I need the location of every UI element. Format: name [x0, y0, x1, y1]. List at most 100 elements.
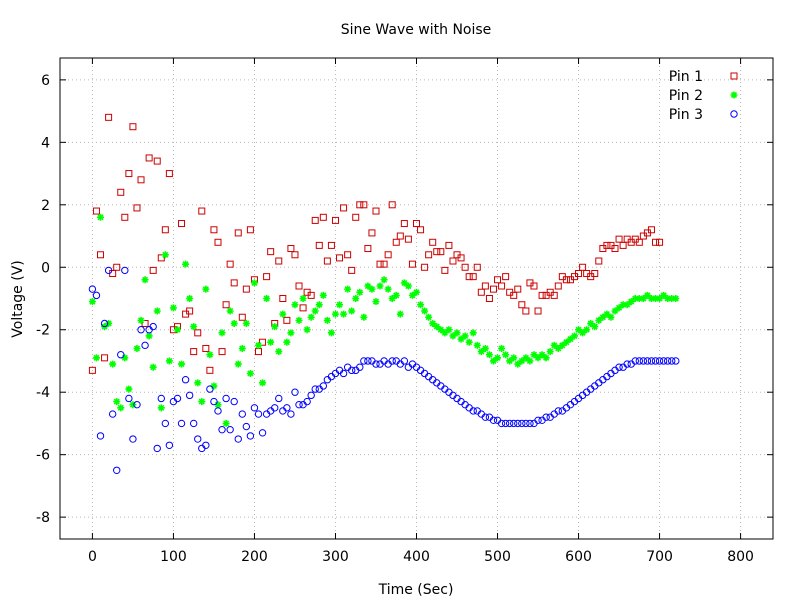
data-point — [327, 241, 335, 249]
data-point — [619, 241, 627, 249]
legend: Pin 1 Pin 2 Pin 3 — [669, 69, 738, 123]
x-tick-label: 200 — [241, 549, 268, 565]
data-point — [97, 213, 105, 221]
data-point — [494, 276, 502, 284]
data-point — [210, 226, 218, 234]
data-point — [388, 295, 396, 302]
data-point — [510, 419, 518, 428]
data-point — [413, 288, 420, 296]
data-point — [125, 385, 133, 393]
data-point — [242, 422, 251, 431]
data-point — [263, 295, 271, 302]
series-1 — [88, 113, 664, 374]
data-point — [109, 360, 117, 368]
data-point — [575, 326, 583, 334]
x-tick-label: 800 — [727, 549, 754, 565]
data-point — [311, 216, 319, 224]
data-point — [469, 273, 477, 281]
data-point — [202, 285, 210, 293]
data-point — [429, 238, 437, 246]
data-point — [550, 291, 558, 299]
x-axis-label: Time (Sec) — [378, 582, 454, 598]
data-point — [153, 444, 161, 453]
data-point — [234, 360, 242, 368]
data-point — [331, 216, 339, 224]
data-point — [287, 245, 295, 253]
data-point — [595, 257, 603, 265]
data-point — [299, 295, 307, 302]
data-point — [173, 326, 181, 334]
data-point — [315, 241, 323, 249]
data-point — [437, 326, 445, 334]
data-point — [433, 323, 441, 331]
data-point — [461, 332, 469, 340]
data-point — [489, 285, 497, 293]
data-point — [331, 310, 339, 318]
data-point — [250, 279, 258, 287]
data-point — [473, 263, 481, 271]
data-point — [275, 394, 283, 403]
data-point — [510, 354, 518, 362]
data-point — [279, 310, 287, 318]
x-tick-label: 0 — [88, 549, 97, 565]
data-point — [421, 263, 429, 271]
data-point — [510, 291, 518, 299]
data-point — [234, 229, 242, 237]
data-point — [396, 232, 404, 240]
y-tick-label: -6 — [36, 448, 50, 464]
data-point — [323, 316, 331, 324]
data-point — [635, 295, 643, 302]
data-point — [522, 354, 530, 362]
data-point — [259, 379, 267, 387]
data-point — [663, 357, 672, 365]
data-point — [477, 288, 485, 296]
data-point — [194, 329, 202, 337]
x-tick-label: 700 — [646, 549, 673, 565]
data-point — [546, 348, 554, 356]
data-point — [489, 357, 497, 365]
data-point — [514, 285, 522, 293]
y-tick-label: -8 — [36, 510, 50, 526]
data-point — [336, 254, 344, 262]
data-point — [481, 413, 490, 421]
data-point — [408, 291, 416, 299]
data-point — [364, 357, 372, 365]
data-point — [562, 338, 570, 346]
data-point — [194, 435, 202, 443]
data-point — [404, 282, 412, 290]
data-point — [639, 357, 648, 365]
data-point — [538, 291, 546, 299]
data-point — [287, 410, 295, 418]
legend-marker — [730, 91, 738, 99]
data-point — [125, 170, 133, 178]
data-point — [360, 201, 368, 209]
data-point — [340, 204, 348, 212]
data-point — [425, 251, 433, 259]
data-point — [534, 307, 542, 315]
data-point — [429, 319, 437, 327]
data-point — [185, 391, 194, 400]
data-point — [656, 238, 664, 246]
data-point — [295, 282, 303, 290]
data-point — [319, 382, 328, 390]
data-point — [498, 344, 506, 352]
x-tick-label: 600 — [565, 549, 592, 565]
data-point — [307, 313, 315, 321]
data-point — [246, 369, 254, 377]
data-point — [348, 307, 356, 315]
y-tick-label: -4 — [36, 385, 50, 401]
data-point — [461, 263, 469, 271]
data-point — [96, 432, 105, 440]
data-point — [554, 344, 562, 352]
data-point — [319, 213, 327, 221]
data-point — [672, 295, 680, 302]
data-point — [396, 310, 404, 318]
data-point — [113, 263, 121, 271]
data-point — [400, 357, 409, 365]
data-point — [445, 241, 453, 249]
data-point — [348, 266, 356, 274]
data-point — [105, 319, 113, 327]
data-point — [206, 366, 214, 374]
x-tick-label: 300 — [322, 549, 349, 565]
data-point — [392, 238, 400, 246]
